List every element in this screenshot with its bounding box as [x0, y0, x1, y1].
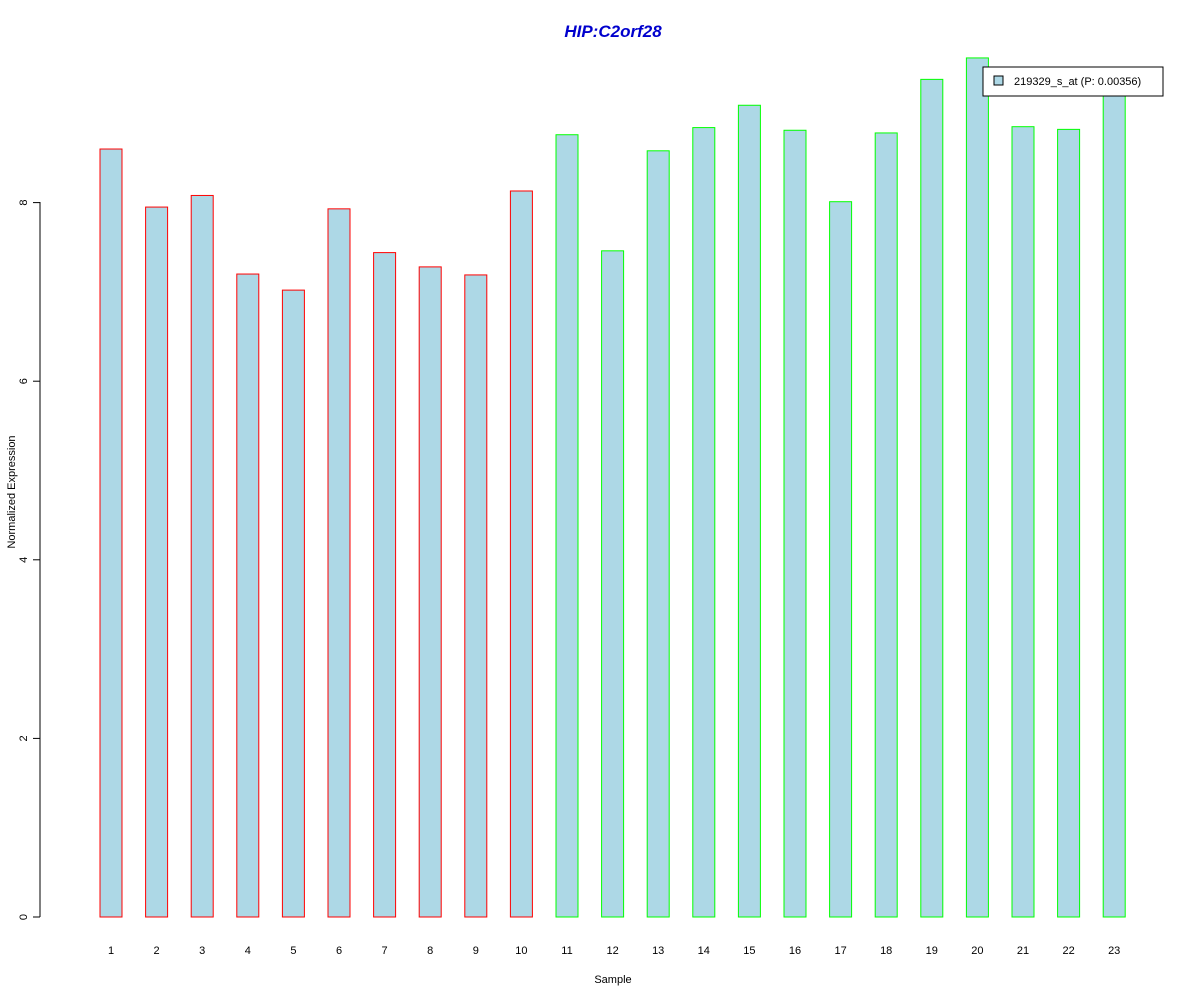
x-tick-label: 11 — [561, 945, 572, 957]
bar — [373, 252, 397, 918]
bar — [145, 206, 169, 918]
y-tick-label: 2 — [18, 735, 30, 741]
y-tick-label: 8 — [18, 200, 30, 206]
bar — [99, 148, 123, 918]
y-axis-label: Normalized Expression — [6, 435, 18, 548]
bar — [874, 132, 898, 918]
y-tick-label: 0 — [18, 914, 30, 920]
bar — [418, 266, 442, 918]
x-tick-label: 22 — [1062, 945, 1074, 957]
bar — [281, 289, 305, 918]
x-tick-label: 6 — [336, 945, 342, 957]
bar — [1057, 128, 1081, 918]
x-tick-label: 23 — [1108, 945, 1120, 957]
x-tick-label: 9 — [473, 945, 479, 957]
x-tick-label: 3 — [199, 945, 205, 957]
y-tick-label: 4 — [18, 557, 30, 563]
bar — [829, 201, 853, 918]
x-tick-label: 18 — [880, 945, 892, 957]
legend-swatch — [993, 75, 1004, 86]
x-tick-label: 2 — [154, 945, 160, 957]
legend: 219329_s_at (P: 0.00356) — [982, 66, 1164, 97]
bar — [464, 274, 488, 918]
x-tick-label: 15 — [743, 945, 755, 957]
bar — [236, 273, 260, 918]
x-tick-label: 12 — [606, 945, 618, 957]
bar — [555, 134, 579, 918]
bar — [509, 190, 533, 918]
bar — [190, 194, 214, 918]
x-tick-label: 4 — [245, 945, 251, 957]
x-tick-label: 14 — [698, 945, 710, 957]
chart-title: HIP:C2orf28 — [564, 22, 662, 41]
bar — [737, 104, 761, 918]
bar — [692, 127, 716, 918]
legend-entry-label: 219329_s_at (P: 0.00356) — [1014, 76, 1141, 88]
x-axis-label: Sample — [594, 974, 631, 986]
x-tick-label: 19 — [926, 945, 938, 957]
legend-box — [982, 66, 1164, 97]
y-tick-label: 6 — [18, 378, 30, 384]
y-axis-ticks: 0 2 4 6 8 — [18, 200, 40, 920]
x-tick-label: 21 — [1017, 945, 1029, 957]
bar — [646, 150, 670, 918]
x-tick-label: 1 — [108, 945, 114, 957]
x-tick-label: 16 — [789, 945, 801, 957]
bar — [965, 57, 989, 918]
x-axis-tick-labels: 1 2 3 4 5 6 7 8 9 10 11 12 13 14 15 16 17 18 19 20 21 22 23 — [108, 945, 1120, 957]
x-tick-label: 7 — [382, 945, 388, 957]
bar — [327, 208, 351, 918]
bar — [920, 78, 944, 918]
x-tick-label: 20 — [971, 945, 983, 957]
bar — [783, 129, 807, 918]
x-tick-label: 8 — [427, 945, 433, 957]
x-tick-label: 13 — [652, 945, 664, 957]
bar — [601, 250, 625, 918]
bar — [1102, 90, 1126, 918]
x-tick-label: 10 — [515, 945, 527, 957]
x-tick-label: 17 — [834, 945, 846, 957]
bar — [1011, 126, 1035, 918]
x-tick-label: 5 — [290, 945, 296, 957]
bars-group — [99, 57, 1126, 918]
